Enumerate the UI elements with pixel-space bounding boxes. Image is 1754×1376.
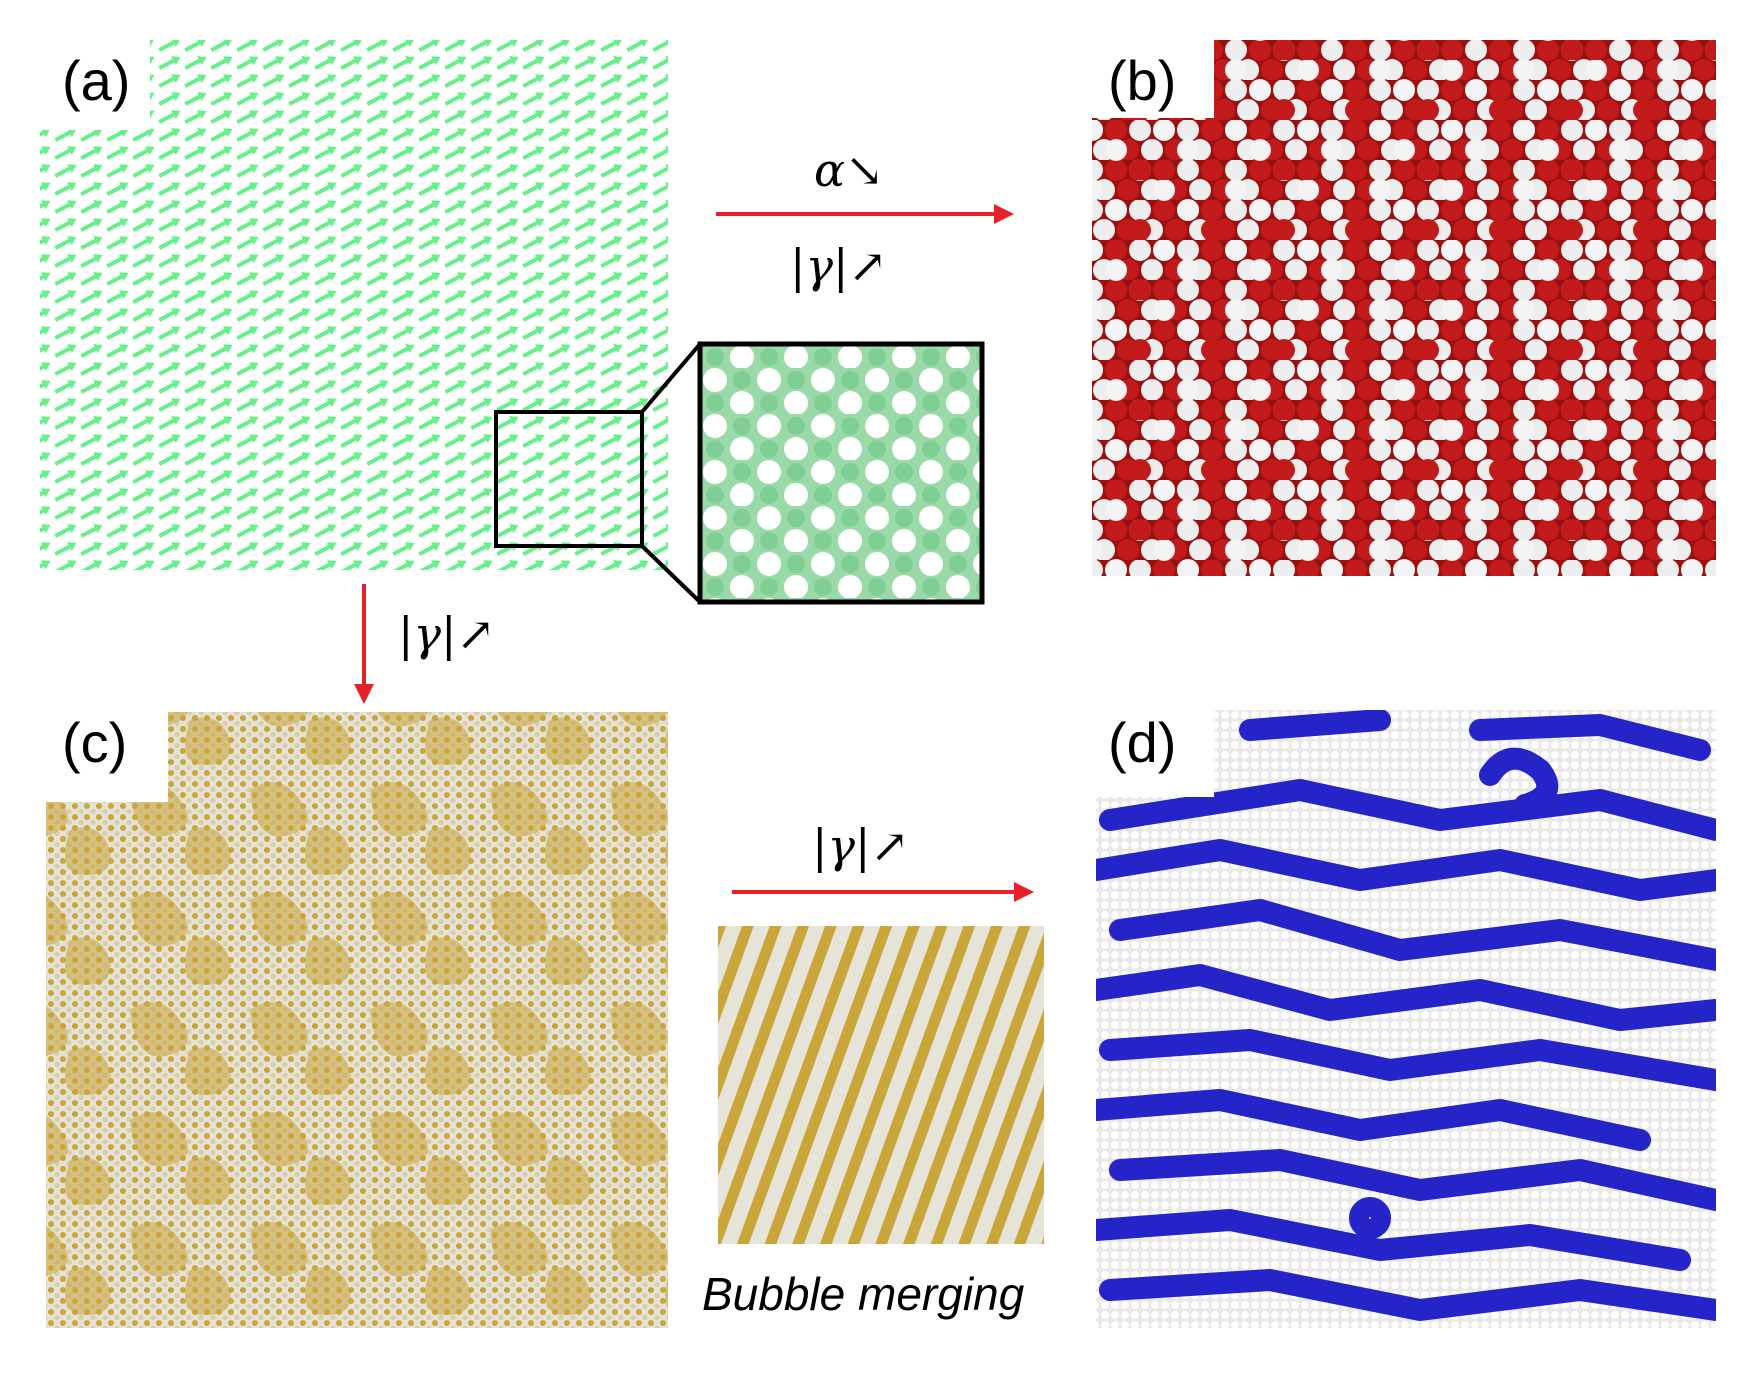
arrow-a-to-b-bottom-text: |γ|↗ [790,239,887,293]
arrow-c-to-d: |γ|↗ [732,819,1034,902]
sphere-lattice-c [46,712,668,1328]
spin-field-a [40,40,668,570]
intermediate-snapshot: Bubble merging [702,926,1044,1320]
arrow-c-to-d-text: |γ|↗ [812,819,909,873]
zoom-line-top [640,342,702,414]
arrow-a-to-c: |γ|↗ [354,584,495,704]
panel-a-label: (a) [62,49,130,112]
intermediate-caption: Bubble merging [702,1268,1025,1320]
arrow-a-to-c-text: |γ|↗ [398,607,495,661]
panel-d-label: (d) [1108,711,1176,774]
zoom-box [494,410,644,548]
panel-c: (c) [46,711,668,1328]
zoom-line-bottom [640,544,702,604]
labyrinth-d [1096,710,1716,1328]
panel-d: (d) [1096,710,1716,1328]
panel-a: (a) [40,40,985,605]
arrow-a-to-b: α↘ |γ|↗ [716,143,1014,293]
inset-zoom [697,341,985,605]
panel-b-label: (b) [1108,49,1176,112]
panel-c-label: (c) [62,711,127,774]
sphere-lattice-b [1092,40,1716,576]
arrow-a-to-b-top-text: α↘ [814,143,884,197]
panel-b: (b) [1092,40,1716,576]
